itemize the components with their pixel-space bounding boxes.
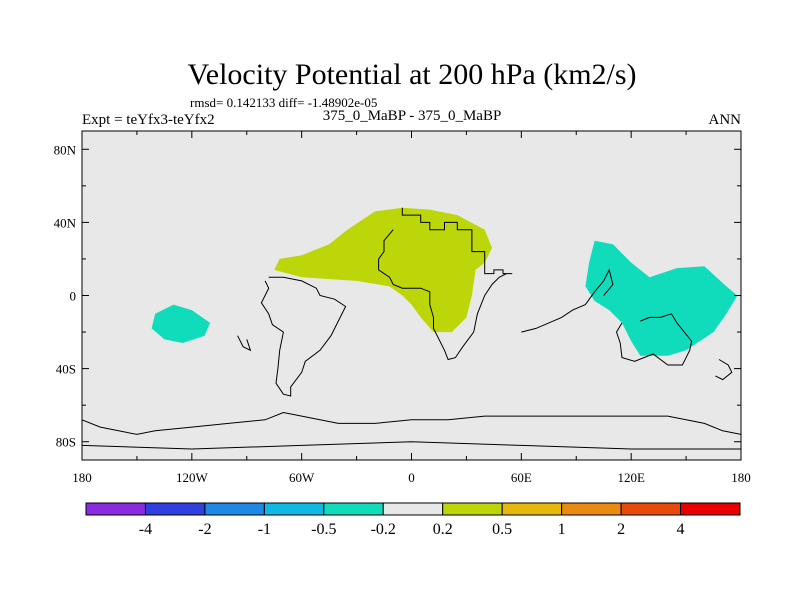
y-tick-label: 0 [70, 289, 77, 304]
x-tick-label: 180 [72, 470, 92, 485]
colorbar-label: -0.5 [311, 521, 336, 538]
colorbar-box [263, 502, 325, 516]
colorbar-box [382, 502, 444, 516]
season-label: ANN [709, 112, 742, 128]
y-axis: 80N 40N 0 40S 80S [54, 142, 741, 450]
colorbar-label: -1 [258, 521, 271, 538]
colorbar-label: 0.2 [433, 521, 453, 538]
colorbar: -4 -2 -1 -0.5 -0.2 0.2 0.5 1 2 4 [85, 502, 741, 538]
negative-anomaly-east-pacific [151, 304, 211, 343]
coastlines [82, 207, 741, 450]
coastline-9 [82, 441, 741, 450]
contour-regions [151, 207, 738, 356]
coastline-5 [521, 268, 614, 333]
colorbar-box [144, 502, 206, 516]
colorbar-box [85, 502, 146, 516]
y-tick-label: 80S [56, 435, 76, 450]
case-label: 375_0_MaBP - 375_0_MaBP [323, 108, 502, 124]
coastline-1 [401, 207, 513, 275]
colorbar-label: -2 [198, 521, 211, 538]
x-tick-label: 120E [617, 470, 645, 485]
x-tick-label: 60W [289, 470, 315, 485]
y-tick-label: 40S [56, 362, 76, 377]
colorbar-label: 2 [617, 521, 625, 538]
y-tick-label: 40N [54, 215, 77, 230]
colorbar-label: 0.5 [492, 521, 512, 538]
positive-anomaly-africa-europe [274, 207, 492, 333]
experiment-label: Expt = teYfx3-teYfx2 [82, 112, 215, 128]
coastline-2 [378, 229, 507, 361]
x-tick-label: 120W [176, 470, 209, 485]
x-axis: 180 120W 60W 0 60E 120E 180 [72, 131, 751, 485]
y-tick-label: 80N [54, 142, 77, 157]
colorbar-label: -4 [139, 521, 152, 538]
x-tick-label: 180 [731, 470, 751, 485]
x-tick-label: 60E [511, 470, 532, 485]
colorbar-box [442, 502, 503, 516]
x-tick-label: 0 [408, 470, 415, 485]
colorbar-label: 4 [677, 521, 685, 538]
negative-anomaly-indo-pacific [585, 240, 738, 356]
colorbar-box [501, 502, 563, 516]
colorbar-box [204, 502, 265, 516]
coastline-7 [715, 359, 733, 381]
coastline-3 [260, 276, 347, 397]
colorbar-box [680, 502, 741, 516]
colorbar-box [323, 502, 384, 516]
colorbar-label: 1 [558, 521, 566, 538]
stats-label: rmsd= 0.142133 diff= -1.48902e-05 [190, 95, 377, 110]
colorbar-label: -0.2 [371, 521, 396, 538]
coastline-8 [82, 411, 741, 435]
colorbar-box [620, 502, 682, 516]
chart-title: Velocity Potential at 200 hPa (km2/s) [187, 58, 636, 91]
coastline-4 [237, 335, 252, 352]
colorbar-box [561, 502, 622, 516]
coastline-6 [615, 313, 693, 366]
